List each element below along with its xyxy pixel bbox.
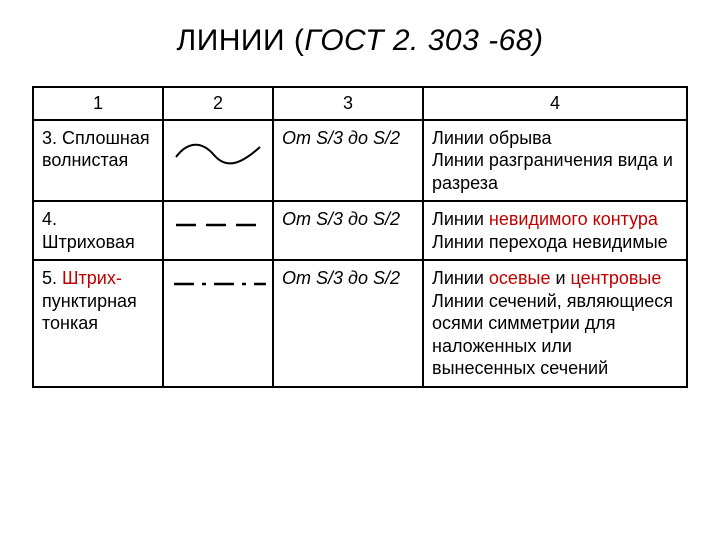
line-sample-cell	[163, 260, 273, 387]
line-name: 5. Штрих- пунктирная тонкая	[33, 260, 163, 387]
line-sample-cell	[163, 120, 273, 202]
line-description: Линии невидимого контура Линии перехода …	[423, 201, 687, 260]
line-thickness: От S/3 до S/2	[273, 260, 423, 387]
name-highlight: Штрих-	[62, 268, 122, 288]
desc-highlight: центровые	[571, 268, 662, 288]
desc-text: Линии	[432, 209, 489, 229]
line-description: Линии обрыва Линии разграничения вида и …	[423, 120, 687, 202]
title-plain: ЛИНИИ (	[177, 24, 305, 57]
line-description: Линии осевые и центровые Линии сечений, …	[423, 260, 687, 387]
col-header-2: 2	[163, 87, 273, 120]
desc-text: Линии разграничения вида и разреза	[432, 150, 673, 193]
name-text: тонкая	[42, 313, 98, 333]
table-row: 5. Штрих- пунктирная тонкая От S/3 до S/…	[33, 260, 687, 387]
desc-text: Линии обрыва	[432, 128, 552, 148]
line-name: 3. Сплошная волнистая	[33, 120, 163, 202]
dashed-line-icon	[172, 220, 266, 230]
desc-text: Линии	[432, 268, 489, 288]
wavy-line-icon	[172, 139, 266, 165]
table-row: 3. Сплошная волнистая От S/3 до S/2 Лини…	[33, 120, 687, 202]
name-text: 5.	[42, 268, 62, 288]
line-name: 4. Штриховая	[33, 201, 163, 260]
line-sample-cell	[163, 201, 273, 260]
table-row: 4. Штриховая От S/3 до S/2 Линии невидим…	[33, 201, 687, 260]
col-header-1: 1	[33, 87, 163, 120]
lines-table: 1 2 3 4 3. Сплошная волнистая От S/3 до …	[32, 86, 688, 388]
name-text: пунктирная	[42, 291, 137, 311]
dash-dot-line-icon	[172, 279, 266, 289]
line-thickness: От S/3 до S/2	[273, 201, 423, 260]
col-header-3: 3	[273, 87, 423, 120]
title-italic: ГОСТ 2. 303 -68)	[304, 24, 543, 57]
desc-text: и	[550, 268, 570, 288]
desc-text: Линии сечений, являющиеся осями симметри…	[432, 291, 673, 379]
desc-highlight: осевые	[489, 268, 551, 288]
table-header-row: 1 2 3 4	[33, 87, 687, 120]
line-thickness: От S/3 до S/2	[273, 120, 423, 202]
desc-highlight: невидимого контура	[489, 209, 658, 229]
page-title: ЛИНИИ (ГОСТ 2. 303 -68)	[32, 24, 688, 58]
desc-text: Линии перехода невидимые	[432, 232, 668, 252]
col-header-4: 4	[423, 87, 687, 120]
